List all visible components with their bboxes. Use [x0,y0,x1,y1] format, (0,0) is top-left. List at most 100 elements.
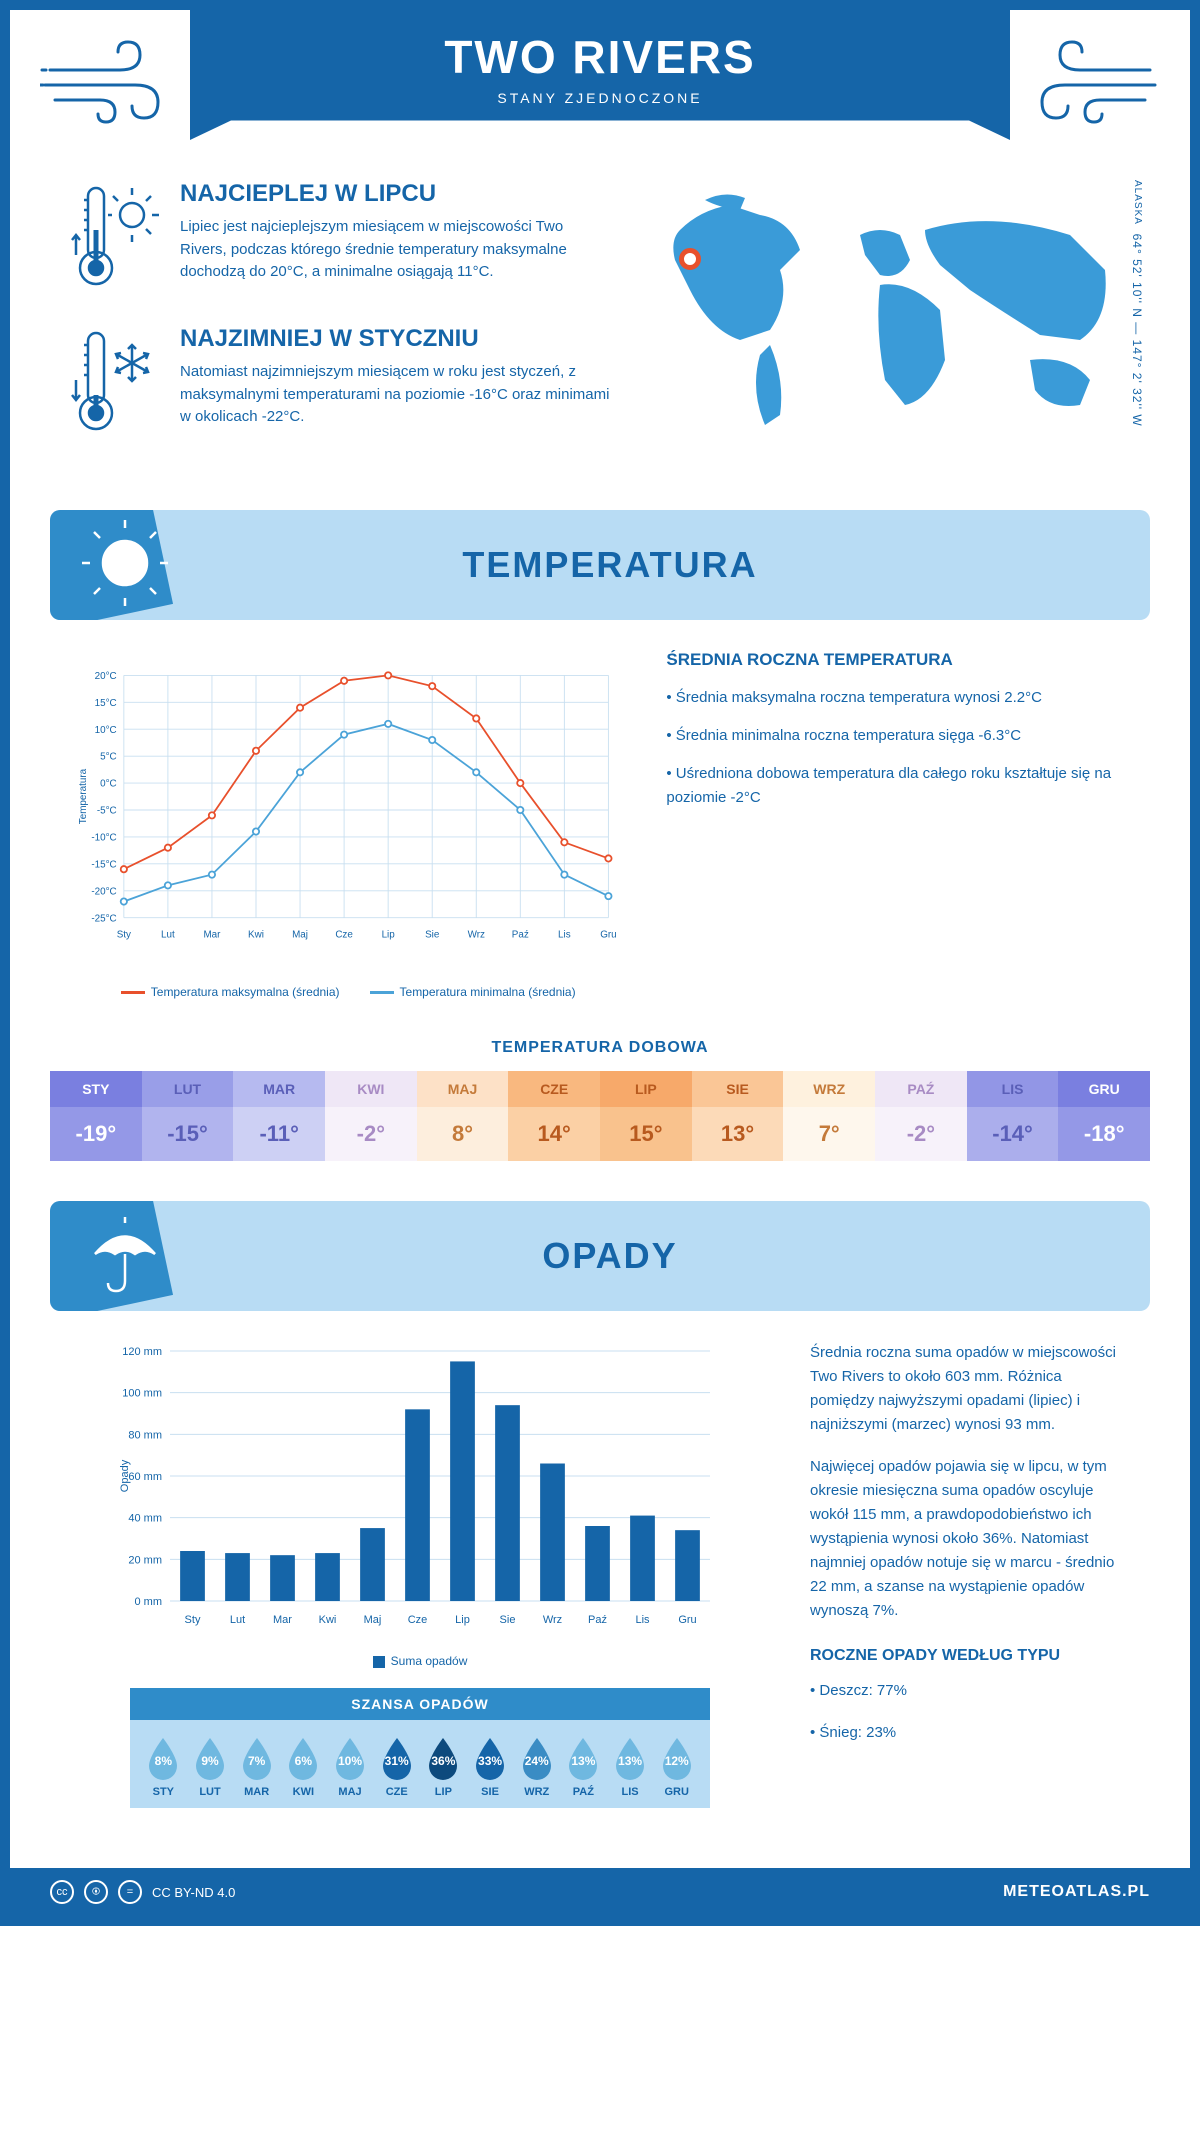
raindrop-icon: 24% [519,1736,555,1780]
svg-text:Sie: Sie [500,1614,516,1626]
wind-icon [40,30,180,130]
precip-chance-box: SZANSA OPADÓW 8% STY 9% LUT 7% MAR [130,1688,710,1808]
svg-text:Wrz: Wrz [468,929,485,940]
world-map [650,180,1130,440]
raindrop-icon: 12% [659,1736,695,1780]
raindrop-icon: 9% [192,1736,228,1780]
daily-temp-title: TEMPERATURA DOBOWA [10,1039,1190,1057]
raindrop-icon: 8% [145,1736,181,1780]
section-header-precip: OPADY [50,1201,1150,1311]
temperature-summary: ŚREDNIA ROCZNA TEMPERATURA • Średnia mak… [666,650,1130,999]
svg-text:Maj: Maj [364,1614,382,1626]
daily-temp-strip: STY -19° LUT -15° MAR -11° KWI -2° MAJ 8… [50,1071,1150,1161]
svg-text:Lut: Lut [161,929,175,940]
precip-type-heading: ROCZNE OPADY WEDŁUG TYPU [810,1643,1130,1669]
daily-cell: CZE 14° [508,1071,600,1161]
chance-cell: 10% MAJ [327,1736,374,1798]
footer: cc 🅯 = CC BY-ND 4.0 METEOATLAS.PL [10,1868,1190,1916]
fact-title: NAJCIEPLEJ W LIPCU [180,180,610,208]
chance-cell: 31% CZE [373,1736,420,1798]
daily-cell: WRZ 7° [783,1071,875,1161]
svg-text:Sty: Sty [117,929,131,940]
chance-cell: 7% MAR [233,1736,280,1798]
svg-text:Mar: Mar [273,1614,292,1626]
map-column: ALASKA 64° 52' 10'' N — 147° 2' 32'' W [650,180,1130,470]
svg-text:60 mm: 60 mm [128,1471,162,1483]
chance-cell: 8% STY [140,1736,187,1798]
precip-summary: Średnia roczna suma opadów w miejscowośc… [810,1341,1130,1808]
page-title: TWO RIVERS [190,30,1010,84]
svg-text:Gru: Gru [600,929,616,940]
raindrop-icon: 10% [332,1736,368,1780]
raindrop-icon: 33% [472,1736,508,1780]
temperature-line-chart: -25°C-20°C-15°C-10°C-5°C0°C5°C10°C15°C20… [70,650,626,999]
raindrop-icon: 6% [285,1736,321,1780]
daily-cell: STY -19° [50,1071,142,1161]
svg-text:-25°C: -25°C [91,913,116,924]
svg-text:10°C: 10°C [95,725,117,736]
by-icon: 🅯 [84,1880,108,1904]
svg-text:Sty: Sty [185,1614,201,1626]
svg-text:Temperatura: Temperatura [78,768,89,824]
daily-cell: LUT -15° [142,1071,234,1161]
chance-cell: 33% SIE [467,1736,514,1798]
svg-text:120 mm: 120 mm [122,1346,162,1358]
svg-text:20 mm: 20 mm [128,1554,162,1566]
summary-bullet: • Uśredniona dobowa temperatura dla całe… [666,762,1130,810]
summary-bullet: • Średnia maksymalna roczna temperatura … [666,686,1130,710]
daily-cell: LIS -14° [967,1071,1059,1161]
page-subtitle: STANY ZJEDNOCZONE [190,90,1010,106]
daily-cell: KWI -2° [325,1071,417,1161]
chance-cell: 6% KWI [280,1736,327,1798]
summary-heading: ŚREDNIA ROCZNA TEMPERATURA [666,650,1130,670]
chance-cell: 9% LUT [187,1736,234,1798]
svg-text:Lis: Lis [558,929,571,940]
raindrop-icon: 13% [565,1736,601,1780]
raindrop-icon: 31% [379,1736,415,1780]
raindrop-icon: 13% [612,1736,648,1780]
svg-text:Cze: Cze [335,929,353,940]
nd-icon: = [118,1880,142,1904]
svg-text:Wrz: Wrz [543,1614,562,1626]
section-title: TEMPERATURA [170,544,1150,586]
svg-text:Kwi: Kwi [248,929,264,940]
svg-text:Lut: Lut [230,1614,245,1626]
facts-column: NAJCIEPLEJ W LIPCU Lipiec jest najcieple… [70,180,610,470]
svg-text:Paź: Paź [588,1614,607,1626]
svg-text:15°C: 15°C [95,698,117,709]
raindrop-icon: 36% [425,1736,461,1780]
license-label: cc 🅯 = CC BY-ND 4.0 [50,1880,235,1904]
precip-paragraph: Najwięcej opadów pojawia się w lipcu, w … [810,1455,1130,1623]
svg-text:Cze: Cze [408,1614,428,1626]
svg-text:Lis: Lis [635,1614,650,1626]
chart-legend: Temperatura maksymalna (średnia) Tempera… [70,985,626,999]
chance-cell: 36% LIP [420,1736,467,1798]
precip-paragraph: Średnia roczna suma opadów w miejscowośc… [810,1341,1130,1437]
title-banner: TWO RIVERS STANY ZJEDNOCZONE [190,10,1010,140]
svg-text:-10°C: -10°C [91,833,116,844]
precip-type-bullet: • Śnieg: 23% [810,1721,1130,1745]
location-marker-icon [679,248,701,270]
chance-cell: 12% GRU [653,1736,700,1798]
intro-section: NAJCIEPLEJ W LIPCU Lipiec jest najcieple… [10,180,1190,510]
svg-text:Paź: Paź [512,929,529,940]
precip-type-bullet: • Deszcz: 77% [810,1679,1130,1703]
section-title: OPADY [170,1235,1150,1277]
thermometer-snow-icon [70,325,160,440]
temperature-content: -25°C-20°C-15°C-10°C-5°C0°C5°C10°C15°C20… [10,650,1190,1029]
coordinates-label: ALASKA 64° 52' 10'' N — 147° 2' 32'' W [1130,180,1144,427]
chance-cell: 13% LIS [607,1736,654,1798]
svg-text:40 mm: 40 mm [128,1513,162,1525]
cc-icon: cc [50,1880,74,1904]
svg-text:0°C: 0°C [100,779,117,790]
daily-cell: PAŹ -2° [875,1071,967,1161]
svg-text:Mar: Mar [203,929,221,940]
fact-coldest: NAJZIMNIEJ W STYCZNIU Natomiast najzimni… [70,325,610,440]
svg-text:Lip: Lip [455,1614,470,1626]
daily-cell: LIP 15° [600,1071,692,1161]
svg-text:-20°C: -20°C [91,886,116,897]
daily-cell: MAJ 8° [417,1071,509,1161]
svg-text:5°C: 5°C [100,752,117,763]
raindrop-icon: 7% [239,1736,275,1780]
svg-text:Kwi: Kwi [319,1614,337,1626]
